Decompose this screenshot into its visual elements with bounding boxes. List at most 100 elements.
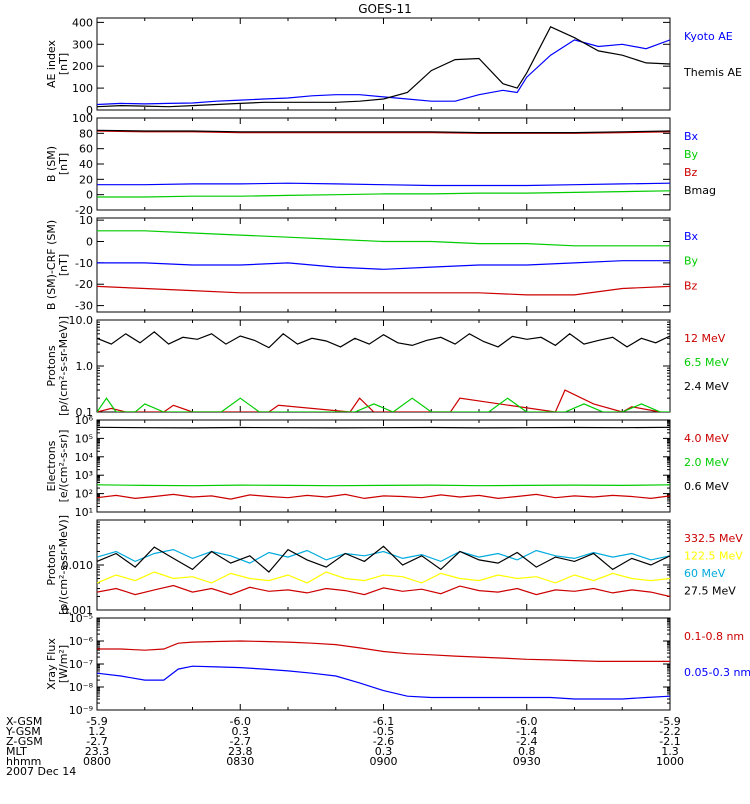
series-line <box>97 285 670 296</box>
legend-entry: 4.0 MeV <box>684 432 729 445</box>
panel-ylabel: [nT] <box>57 53 70 75</box>
y-tick-label: 10² <box>75 488 93 501</box>
y-tick-label: 10³ <box>75 469 93 482</box>
legend-entry: 2.0 MeV <box>684 456 729 469</box>
legend-entry: 0.1-0.8 nm <box>684 630 744 643</box>
ephemeris-date: 2007 Dec 14 <box>6 765 76 778</box>
y-tick-label: 10⁻⁹ <box>69 704 93 717</box>
panel-ylabel: B (SM) <box>45 146 58 182</box>
series-line <box>97 397 670 412</box>
series-line <box>97 190 670 198</box>
series-line <box>97 571 670 584</box>
panel-ylabel: [p/(cm²-s-sr-MeV)] <box>57 515 70 615</box>
ephemeris-row-label: Y-GSM <box>5 725 41 738</box>
legend-entry: 0.05-0.3 nm <box>684 666 750 679</box>
legend-entry: By <box>684 148 699 161</box>
legend-entry: 27.5 MeV <box>684 585 736 598</box>
panel-frame <box>96 519 671 611</box>
panel-ylabel: Protons <box>45 345 58 386</box>
ephemeris-value: -5.9 <box>659 715 680 728</box>
series-line <box>97 389 661 412</box>
series-line <box>97 230 670 247</box>
y-tick-label: 40 <box>79 158 93 171</box>
panel-ylabel: [e/(cm²-s-sr)] <box>57 430 70 503</box>
y-tick-label: 0 <box>86 104 93 117</box>
panel-ylabel: Electrons <box>45 440 58 491</box>
ephemeris-value: 1.3 <box>661 745 679 758</box>
ephemeris-value: -6.0 <box>516 715 537 728</box>
series-line <box>97 331 670 349</box>
y-tick-label: 1.0 <box>76 360 94 373</box>
panel-ylabel: Protons <box>45 544 58 585</box>
y-tick-label: 10¹ <box>75 506 93 519</box>
legend-entry: 2.4 MeV <box>684 380 729 393</box>
y-tick-label: 0 <box>86 189 93 202</box>
series-line <box>97 548 670 564</box>
y-tick-label: 400 <box>72 16 93 29</box>
y-tick-label: 10 <box>79 214 93 227</box>
ephemeris-value: -2.7 <box>86 735 107 748</box>
y-tick-label: 0.1 <box>76 406 94 419</box>
ephemeris-value: 0.3 <box>375 745 393 758</box>
ephemeris-value: -2.6 <box>373 735 394 748</box>
legend-entry: 0.6 MeV <box>684 480 729 493</box>
series-line <box>97 493 670 500</box>
y-tick-label: 0 <box>86 236 93 249</box>
y-tick-label: 200 <box>72 60 93 73</box>
panel-4: 0.1 1.0 10.0 Protons [p/(cm²-s-sr-MeV)] 12 Me… <box>45 314 729 419</box>
panel-frame <box>96 319 671 413</box>
series-line <box>97 545 670 573</box>
ephemeris-value: 1.2 <box>88 725 106 738</box>
y-tick-label: 0.001 <box>62 604 94 617</box>
ephemeris-value: 23.3 <box>85 745 110 758</box>
ephemeris-value: 1000 <box>656 755 684 768</box>
ephemeris-row-label: hhmm <box>6 755 41 768</box>
y-tick-label: -20 <box>75 204 93 217</box>
ephemeris-value: 0.8 <box>518 745 536 758</box>
y-tick-label: 10.0 <box>69 314 94 327</box>
ephemeris-value: 0900 <box>370 755 398 768</box>
y-tick-label: 10⁻⁶ <box>69 635 94 648</box>
series-line <box>97 129 670 134</box>
ephemeris-value: -2.2 <box>659 725 680 738</box>
panel-5: 10¹ 10² 10³ 10⁴ 10⁵ 10⁶ Electrons [e/(cm²-s-sr)… <box>45 414 729 519</box>
panel-7: 10⁻⁹ 10⁻⁸ 10⁻⁷ 10⁻⁶ 10⁻⁵ Xray Flux [W/m²] 0.1-0… <box>45 612 750 717</box>
series-line <box>97 39 670 106</box>
y-tick-label: 60 <box>79 143 93 156</box>
panel-1: 0 100 200 300 400 AE index [nT] Kyoto AE Themis … <box>45 16 742 117</box>
legend-entry: By <box>684 255 699 268</box>
legend-entry: 60 MeV <box>684 567 726 580</box>
ephemeris-value: 0.3 <box>232 725 250 738</box>
legend-entry: Bz <box>684 279 698 292</box>
legend-entry: 6.5 MeV <box>684 356 729 369</box>
y-tick-label: 10⁻⁸ <box>69 681 94 694</box>
ephemeris-value: -6.0 <box>230 715 251 728</box>
legend-entry: Bx <box>684 230 699 243</box>
panel-frame <box>96 17 671 111</box>
panel-ylabel: B (SM)-CRF (SM) <box>45 220 58 310</box>
y-tick-label: 10⁴ <box>75 451 94 464</box>
ephemeris-value: 0830 <box>226 755 254 768</box>
y-tick-label: 80 <box>79 127 93 140</box>
ephemeris-row-label: X-GSM <box>6 715 42 728</box>
ephemeris-value: -0.5 <box>373 725 394 738</box>
ephemeris-value: -2.7 <box>230 735 251 748</box>
panel-ylabel: [W/m²] <box>57 645 70 683</box>
legend-entry: Themis AE <box>683 66 742 79</box>
panel-ylabel: [p/(cm²-s-sr-MeV)] <box>57 316 70 416</box>
ephemeris-value: -5.9 <box>86 715 107 728</box>
legend-entry: 332.5 MeV <box>684 532 743 545</box>
series-line <box>97 584 670 598</box>
y-tick-label: 0.010 <box>62 559 94 572</box>
panel-ylabel: [nT] <box>57 254 70 276</box>
panel-ylabel: [nT] <box>57 153 70 175</box>
ephemeris-value: 23.8 <box>228 745 253 758</box>
legend-entry: 122.5 MeV <box>684 550 743 563</box>
ephemeris-row-label: Z-GSM <box>6 735 43 748</box>
y-tick-label: 100 <box>72 112 93 125</box>
y-tick-label: -30 <box>75 300 93 313</box>
legend-entry: Bz <box>684 166 698 179</box>
y-tick-label: 10⁻⁵ <box>69 612 93 625</box>
panel-ylabel: AE index <box>45 39 58 88</box>
